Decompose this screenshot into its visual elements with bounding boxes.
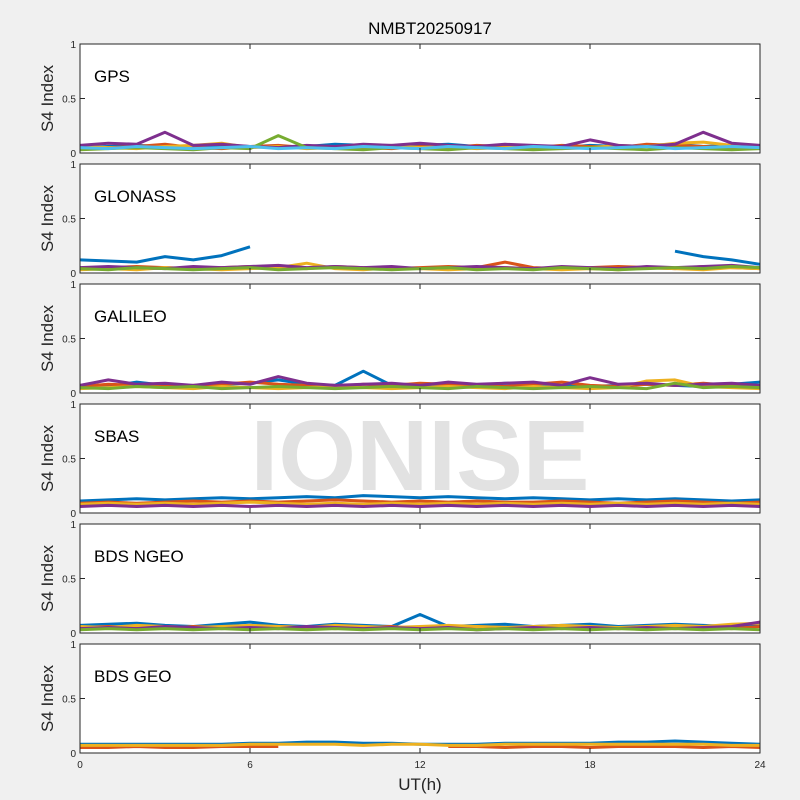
panel-label: GLONASS (94, 187, 176, 206)
x-tick-label: 12 (414, 760, 426, 771)
panel-galileo: 0 0.5 1 S4 Index GALILEO (38, 280, 761, 400)
watermark: IONISE (251, 400, 590, 512)
y-axis-label: S4 Index (38, 184, 57, 252)
y-tick-label: 0.5 (62, 335, 76, 346)
y-tick-label: 1 (70, 520, 76, 531)
panel-bds-geo: 0 6 12 18 24 0 0.5 1 S4 Index BDS GEO (38, 640, 766, 771)
panel-sbas: 0 0.5 1 S4 Index SBAS (38, 400, 761, 520)
y-tick-label: 1 (70, 40, 76, 51)
series-line (79, 245, 761, 266)
panel-bds-ngeo: 0 0.5 1 S4 Index BDS NGEO (38, 520, 761, 640)
series-line (80, 745, 761, 749)
y-tick-label: 0.5 (62, 95, 76, 106)
series-line (79, 503, 761, 508)
y-axis-label: S4 Index (38, 424, 57, 492)
y-tick-label: 1 (70, 400, 76, 411)
y-tick-label: 0.5 (62, 695, 76, 706)
series-line (79, 498, 761, 505)
panel-label: GALILEO (94, 307, 167, 326)
plot-area (80, 644, 760, 753)
series-line (80, 742, 760, 747)
plot-area (80, 44, 760, 153)
panel-label: BDS GEO (94, 667, 171, 686)
panel-glonass: 0 0.5 1 S4 Index GLONASS (38, 160, 761, 280)
panel-label: GPS (94, 67, 130, 86)
y-tick-label: 1 (70, 160, 76, 171)
x-axis-label: UT(h) (398, 775, 441, 794)
x-tick-label: 24 (754, 760, 766, 771)
y-tick-label: 0 (70, 509, 76, 520)
series-line (79, 381, 761, 391)
plot-area (80, 404, 760, 513)
series-line (79, 500, 761, 506)
y-tick-label: 1 (70, 640, 76, 651)
y-tick-label: 0 (70, 149, 76, 160)
chart-title: NMBT20250917 (368, 19, 492, 38)
plot-area (80, 524, 760, 633)
y-axis-label: S4 Index (38, 664, 57, 732)
x-tick-label: 18 (584, 760, 596, 771)
y-tick-label: 0 (70, 389, 76, 400)
y-axis-label: S4 Index (38, 304, 57, 372)
y-tick-label: 0 (70, 269, 76, 280)
y-tick-label: 0 (70, 629, 76, 640)
y-tick-label: 0.5 (62, 215, 76, 226)
y-axis-label: S4 Index (38, 544, 57, 612)
x-tick-label: 0 (77, 760, 83, 771)
series-line (79, 494, 761, 503)
plot-area (80, 284, 760, 393)
y-axis-label: S4 Index (38, 64, 57, 132)
y-tick-label: 0.5 (62, 455, 76, 466)
y-tick-label: 1 (70, 280, 76, 291)
plot-area (80, 164, 760, 273)
y-tick-label: 0 (70, 749, 76, 760)
y-tick-label: 0.5 (62, 575, 76, 586)
panel-gps: 0 0.5 1 S4 Index GPS (38, 40, 761, 160)
panel-label: SBAS (94, 427, 139, 446)
panel-label: BDS NGEO (94, 547, 184, 566)
x-tick-label: 6 (247, 760, 253, 771)
